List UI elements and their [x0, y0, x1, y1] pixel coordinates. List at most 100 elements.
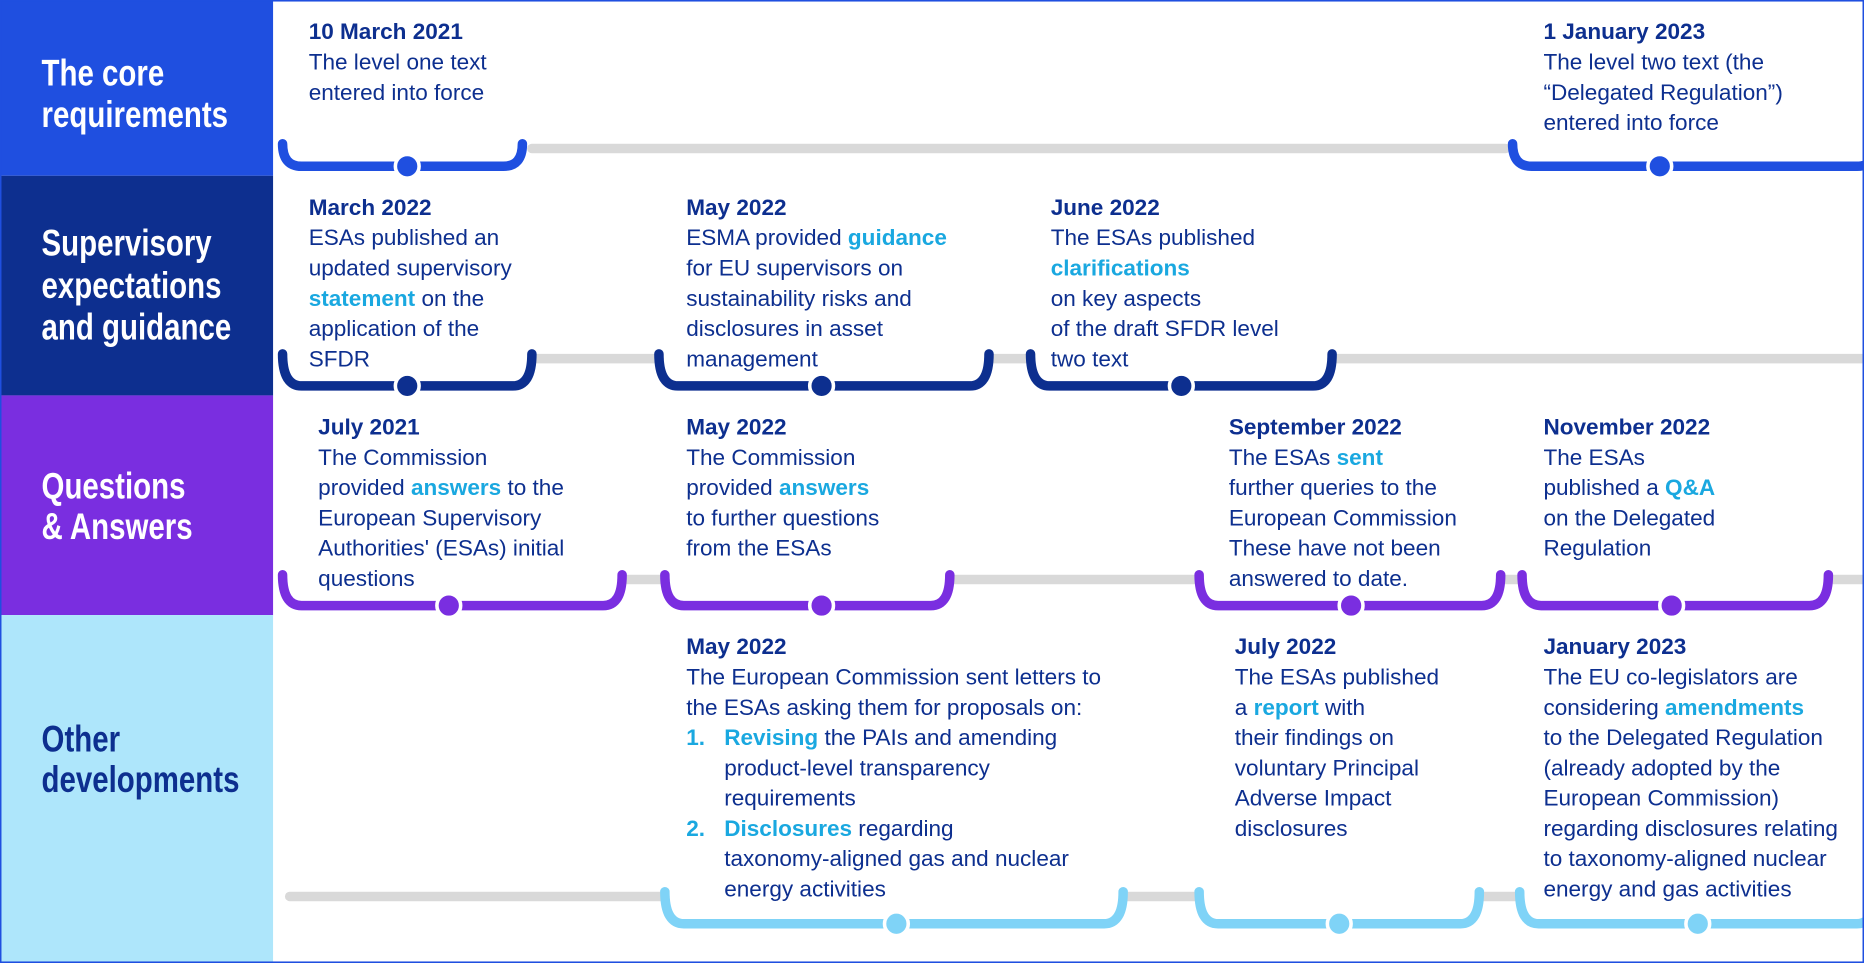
body-line: two text [1051, 346, 1129, 371]
row-label: developments [42, 760, 240, 801]
body-line: Revising the PAIs and amending [724, 725, 1057, 750]
body-line: The EU co-legislators are [1543, 665, 1797, 690]
body-line: statement on the [309, 286, 484, 311]
body-line: The European Commission sent letters to [686, 665, 1101, 690]
row-label-group: expectations [42, 266, 222, 307]
text-run: provided [686, 475, 779, 500]
text-run: European Commission [1229, 505, 1457, 530]
event-date: 10 March 2021 [309, 19, 463, 44]
text-run: These have not been [1229, 536, 1441, 561]
text-run: on key aspects [1051, 286, 1201, 311]
milestone-dot [1167, 372, 1195, 400]
text-run: The ESAs [1543, 445, 1645, 470]
body-line: sustainability risks and [686, 286, 912, 311]
event-date: 1 January 2023 [1543, 19, 1705, 44]
body-line: to the Delegated Regulation [1543, 725, 1823, 750]
body-line: questions [318, 566, 415, 591]
body-line: The ESAs [1543, 445, 1645, 470]
body-line: clarifications [1051, 256, 1190, 281]
text-run: on the Delegated [1543, 505, 1715, 530]
text-run: requirements [724, 786, 856, 811]
text-run: updated supervisory [309, 256, 513, 281]
text-run: sustainability risks and [686, 286, 912, 311]
body-line: “Delegated Regulation”) [1543, 80, 1782, 105]
event-date: May 2022 [686, 415, 786, 440]
text-run: regarding [852, 816, 954, 841]
body-line: application of the [309, 316, 479, 341]
text-run: disclosures [1235, 816, 1348, 841]
milestone-dot [1325, 910, 1353, 938]
body-line: (already adopted by the [1543, 755, 1780, 780]
row-label-group: The core [42, 54, 165, 95]
text-run: questions [318, 566, 415, 591]
body-line: for EU supervisors on [686, 256, 903, 281]
milestone-dot [1337, 591, 1365, 620]
text-run: energy activities [724, 876, 886, 901]
text-run: The ESAs published [1051, 225, 1255, 250]
text-run: Regulation [1543, 536, 1651, 561]
event: 10 March 2021 The level one text entered i… [309, 19, 488, 105]
body-line: European Commission [1229, 505, 1457, 530]
text-run: answered to date. [1229, 566, 1408, 591]
event: March 2022 ESAs published an updated super… [309, 195, 513, 371]
text-run: of the draft SFDR level [1051, 316, 1279, 341]
emphasis: guidance [848, 225, 947, 250]
milestone-dot [807, 591, 836, 620]
row-label: Questions [42, 467, 186, 508]
row-label-group: requirements [42, 95, 228, 136]
event: July 2022 The ESAs published a report with… [1235, 634, 1439, 841]
emphasis: Q&A [1665, 475, 1715, 500]
row-label-group: & Answers [42, 507, 193, 548]
body-line: ESAs published an [309, 225, 500, 250]
text-run: on the [415, 286, 484, 311]
track-segment [1507, 138, 1864, 172]
text-run: to the Delegated Regulation [1543, 725, 1823, 750]
event-date: March 2022 [309, 195, 432, 220]
row: Questions& Answers July 2021 The Commissio… [0, 395, 1864, 620]
row-label: Supervisory [42, 223, 213, 264]
text-run: application of the [309, 316, 479, 341]
body-line: Authorities' (ESAs) initial [318, 536, 564, 561]
body-line: further queries to the [1229, 475, 1437, 500]
text-run: product-level transparency [724, 755, 990, 780]
body-line: considering amendments [1543, 695, 1804, 720]
body-line: ESMA provided guidance [686, 225, 947, 250]
row-label: The core [42, 54, 165, 95]
body-line: The ESAs sent [1229, 445, 1384, 470]
event: November 2022 The ESAs published a Q&A on t… [1543, 415, 1715, 561]
row-label: requirements [42, 95, 228, 136]
body-line: published a Q&A [1543, 475, 1715, 500]
text-run: published a [1543, 475, 1665, 500]
list-number: 2. [686, 816, 705, 841]
body-line: Disclosures regarding [724, 816, 953, 841]
text-run: The level two text (the [1543, 50, 1764, 75]
text-run: The Commission [686, 445, 855, 470]
body-line: regarding disclosures relating [1543, 816, 1838, 841]
list-number: 1. [686, 725, 705, 750]
event: 1 January 2023 The level two text (the “De… [1543, 19, 1782, 135]
body-line: disclosures in asset [686, 316, 883, 341]
text-run: (already adopted by the [1543, 755, 1780, 780]
event-date: September 2022 [1229, 415, 1402, 440]
event-date: January 2023 [1543, 634, 1686, 659]
body-line: provided answers [686, 475, 869, 500]
emphasis: Revising [724, 725, 818, 750]
text-run: The ESAs [1229, 445, 1337, 470]
body-line: The level two text (the [1543, 50, 1764, 75]
row-label: & Answers [42, 507, 193, 548]
body-line: of the draft SFDR level [1051, 316, 1279, 341]
event-date: November 2022 [1543, 415, 1710, 440]
text-run: European Commission) [1543, 786, 1779, 811]
row-panel [0, 615, 274, 963]
text-run: management [686, 346, 818, 371]
body-line: energy activities [724, 876, 886, 901]
row-panel [0, 0, 274, 176]
body-line: to further questions [686, 505, 879, 530]
body-line: management [686, 346, 818, 371]
text-run: Authorities' (ESAs) initial [318, 536, 564, 561]
text-run: taxonomy-aligned gas and nuclear [724, 846, 1069, 871]
row-label-group: Other [42, 720, 121, 761]
